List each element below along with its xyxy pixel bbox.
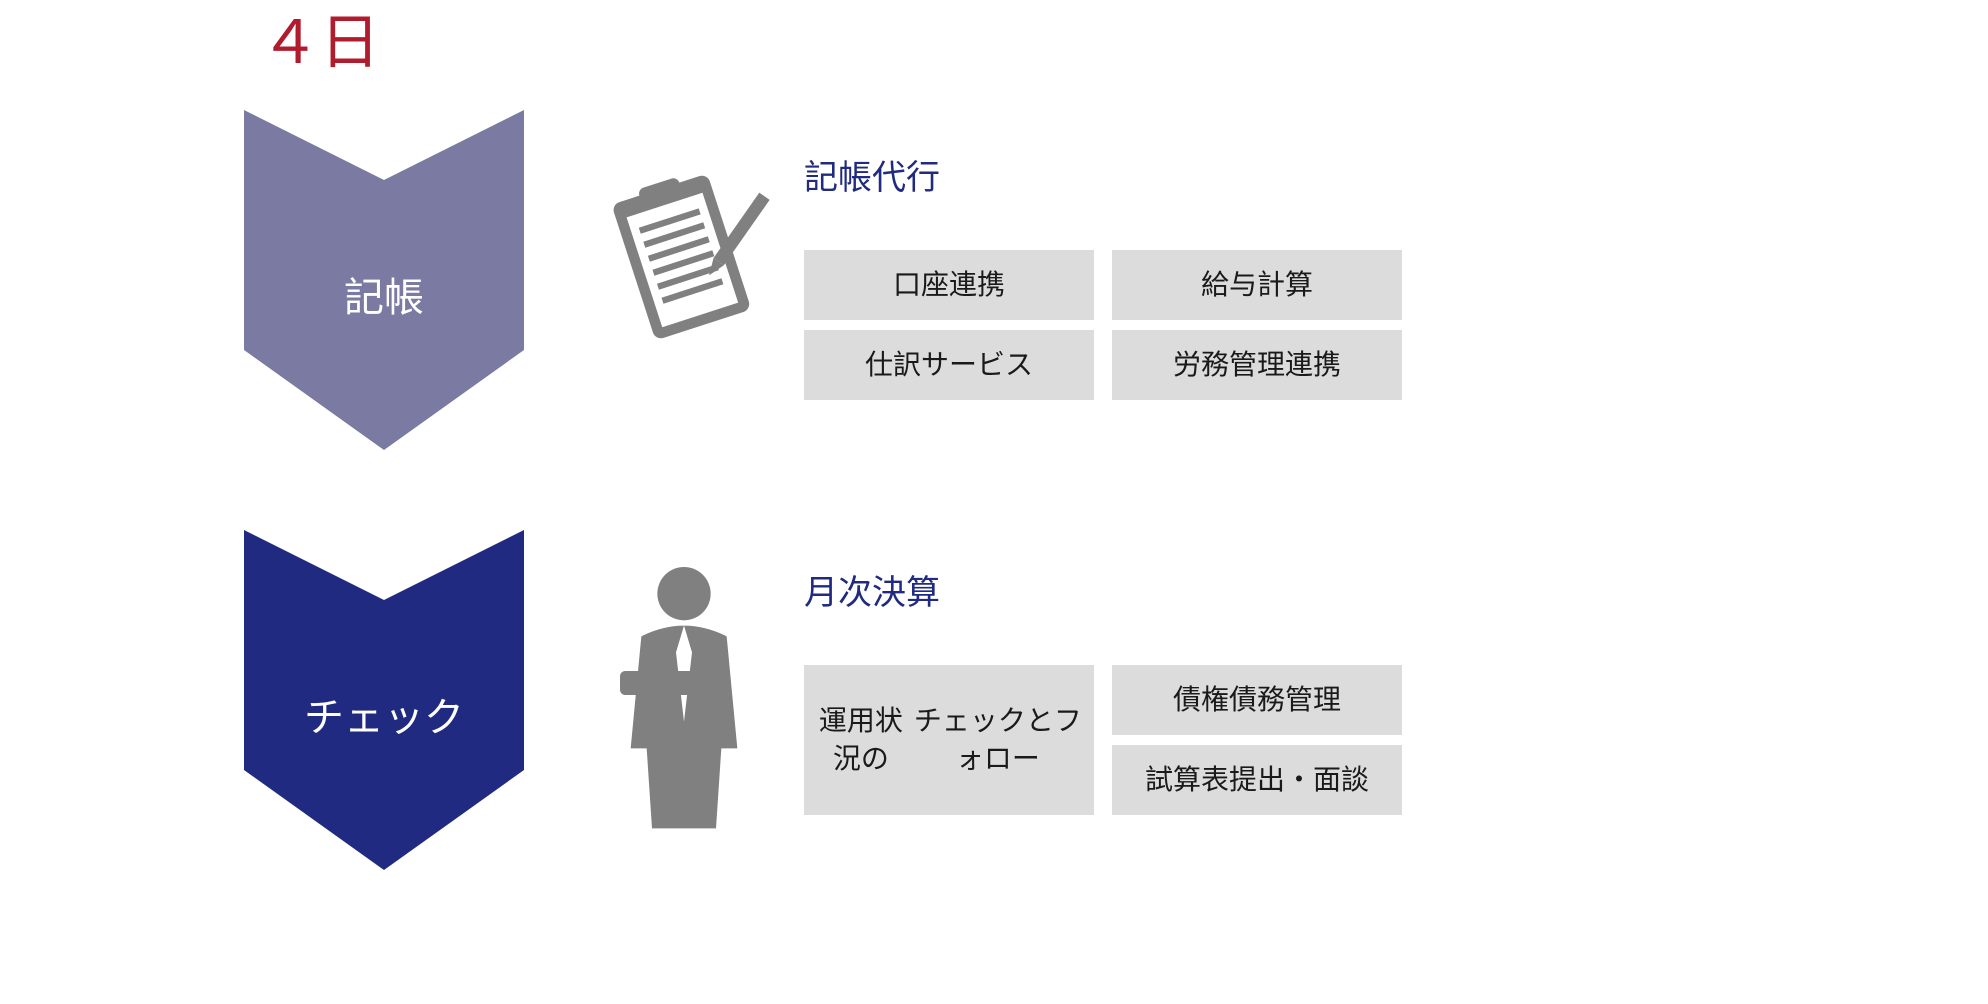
section-2-box-1: 債権債務管理: [1112, 665, 1402, 735]
chevron-1-label: 記帳: [244, 265, 524, 323]
clipboard-icon: [579, 160, 789, 370]
header-number: ４日: [260, 0, 380, 81]
section-1-title: 記帳代行: [804, 150, 940, 199]
section-1-box-2: 仕訳サービス: [804, 330, 1094, 400]
chevron-2-label: チェック: [244, 685, 524, 743]
section-1-box-0: 口座連携: [804, 250, 1094, 320]
diagram-stage: ４日 記帳 チェック 記帳代行 口座連: [244, 0, 1744, 1004]
section-2-title: 月次決算: [804, 565, 940, 614]
section-1-box-1: 給与計算: [1112, 250, 1402, 320]
section-2-box-0: 運用状況のチェックとフォロー: [804, 665, 1094, 815]
person-icon: [604, 555, 764, 835]
section-2-box-2: 試算表提出・面談: [1112, 745, 1402, 815]
section-1-box-3: 労務管理連携: [1112, 330, 1402, 400]
